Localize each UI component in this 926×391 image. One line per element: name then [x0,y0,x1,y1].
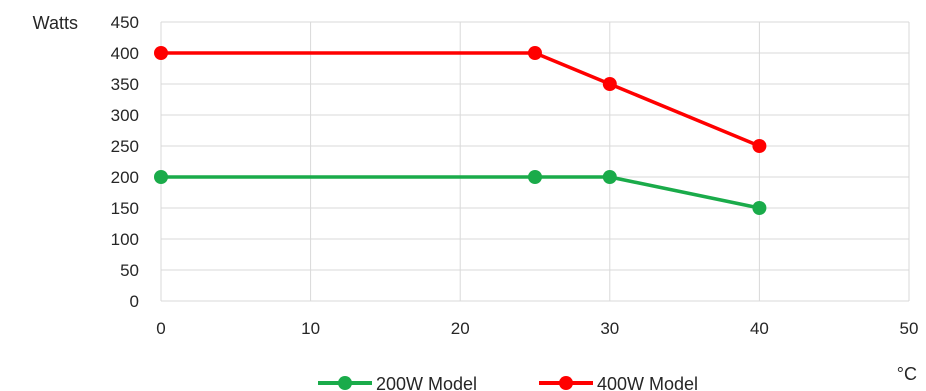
x-axis-title: °C [897,364,917,384]
x-tick-label: 10 [301,319,320,338]
legend-label-400w: 400W Model [597,374,698,391]
x-tick-label: 30 [600,319,619,338]
y-tick-label: 100 [111,230,139,249]
data-point [752,201,767,215]
y-tick-label: 0 [130,292,139,311]
series-line [161,175,760,210]
x-tick-label: 0 [156,319,165,338]
x-tick-label: 20 [451,319,470,338]
series-group [154,46,767,215]
data-point [602,170,617,184]
y-tick-label: 50 [120,261,139,280]
legend: 200W Model 400W Model [318,374,698,391]
data-point [602,77,617,91]
grid-lines [160,21,910,302]
x-tick-label: 40 [750,319,769,338]
legend-swatch-400w-marker [559,376,573,390]
legend-swatch-200w-marker [338,376,352,390]
y-tick-label: 400 [111,44,139,63]
y-tick-label: 300 [111,106,139,125]
data-point [528,170,542,184]
y-axis-title: Watts [33,13,78,33]
x-tick-label: 50 [900,319,919,338]
data-point [752,139,767,153]
series-0 [154,170,767,215]
x-tick-labels: 0 10 20 30 40 50 [156,319,918,338]
data-point [154,46,168,60]
data-point [528,46,542,60]
y-tick-label: 200 [111,168,139,187]
y-tick-labels: 0 50 100 150 200 250 300 350 400 450 [111,13,139,311]
series-line [161,51,761,148]
data-point [154,170,168,184]
legend-label-200w: 200W Model [376,374,477,391]
y-tick-label: 450 [111,13,139,32]
y-tick-label: 350 [111,75,139,94]
series-1 [154,46,767,153]
y-tick-label: 150 [111,199,139,218]
y-tick-label: 250 [111,137,139,156]
